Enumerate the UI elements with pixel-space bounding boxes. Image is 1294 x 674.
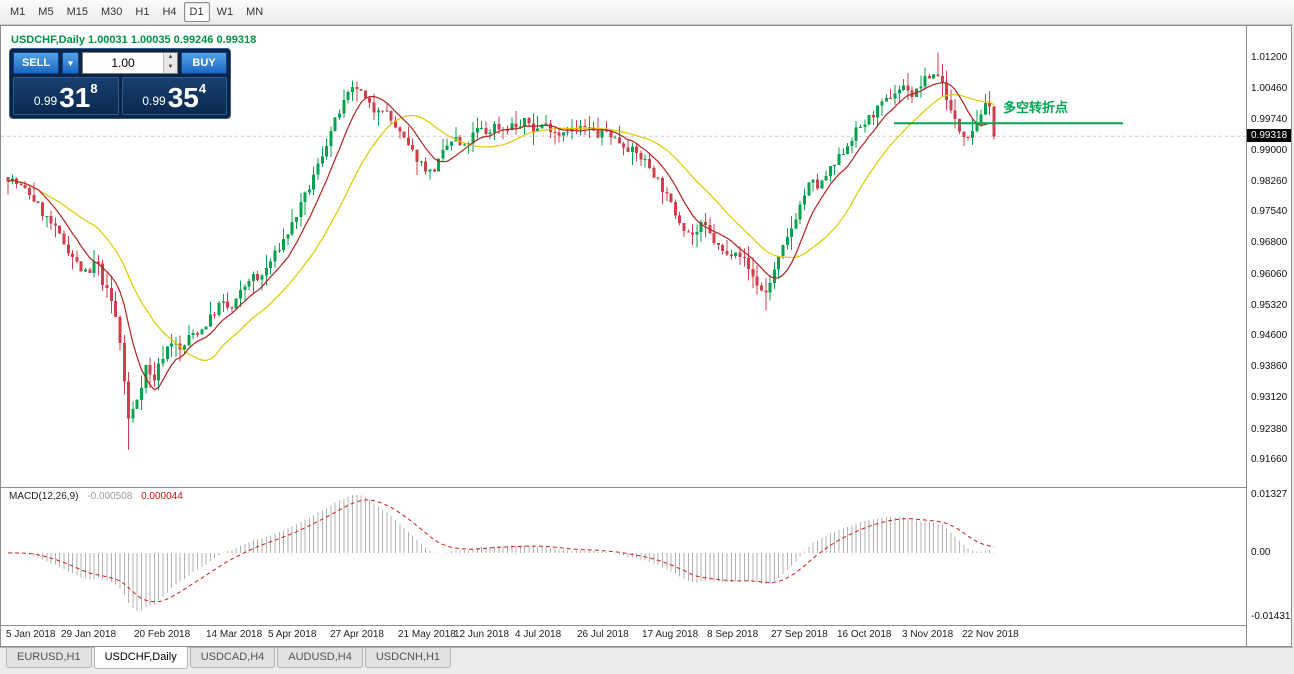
macd-scale-zero: 0.00 [1251,547,1271,558]
timeframe-button-d1[interactable]: D1 [183,2,210,22]
price-scale-label: 0.99000 [1251,145,1288,156]
date-label: 4 Jul 2018 [515,629,562,640]
date-label: 17 Aug 2018 [642,629,699,640]
timeframe-button-h4[interactable]: H4 [156,2,182,22]
date-label: 12 Jun 2018 [454,629,510,640]
price-scale-label: 1.01200 [1251,52,1288,63]
chart-tab-audusd[interactable]: AUDUSD,H4 [277,648,363,668]
price-scale-label: 0.94600 [1251,330,1288,341]
macd-main-value: -0.000508 [87,491,133,502]
price-scale-label: 1.00460 [1251,83,1288,94]
lot-size-field: ▲ ▼ [82,52,178,74]
date-label: 20 Feb 2018 [134,629,191,640]
price-scale[interactable]: 0.99318 1.01200 1.00460 0.99740 0.99000 0.98… [1246,26,1291,646]
price-scale-label: 0.91660 [1251,454,1288,465]
lot-size-input[interactable] [83,53,163,73]
chevron-down-icon: ▾ [68,57,73,68]
price-scale-label: 0.93860 [1251,361,1288,372]
buy-price-base: 0.99 [142,94,166,108]
macd-histogram [11,495,995,611]
trade-panel-price-row: 0.99 31 8 0.99 35 4 [13,77,227,115]
timeframe-button-m5[interactable]: M5 [32,2,59,22]
sell-price-pips: 31 [59,82,91,113]
macd-indicator-header: MACD(12,26,9) -0.000508 0.000044 [9,491,183,502]
chart-tab-bar: EURUSD,H1 USDCHF,Daily USDCAD,H4 AUDUSD,H4 U… [0,647,1294,674]
ma-fast-line [7,81,995,391]
trendline-label[interactable]: 多空转折点 [1003,100,1069,115]
date-label: 27 Apr 2018 [330,629,384,640]
trade-panel-top-row: SELL ▾ ▲ ▼ BUY [13,52,227,74]
chart-window: 5 Jan 2018 29 Jan 2018 20 Feb 2018 14 Mar 2… [0,25,1292,647]
macd-scale-top: 0.01327 [1251,489,1288,500]
price-scale-label: 0.99740 [1251,114,1288,125]
timeframe-button-m1[interactable]: M1 [4,2,31,22]
date-label: 26 Jul 2018 [577,629,629,640]
buy-button[interactable]: BUY [181,52,227,74]
timeframe-button-m15[interactable]: M15 [61,2,94,22]
ma-slow-line [7,93,995,362]
date-label: 14 Mar 2018 [206,629,263,640]
current-price-box: 0.99318 [1247,129,1291,142]
chart-area[interactable]: 5 Jan 2018 29 Jan 2018 20 Feb 2018 14 Mar 2… [1,26,1246,646]
macd-signal-line [7,499,995,603]
panel-splitter[interactable] [1,487,1246,488]
price-scale-label: 0.98260 [1251,176,1288,187]
sell-button[interactable]: SELL [13,52,59,74]
date-label: 5 Jan 2018 [6,629,56,640]
price-scale-label: 0.96060 [1251,269,1288,280]
chart-tab-usdcad[interactable]: USDCAD,H4 [189,648,276,668]
timeframe-toolbar: M1 M5 M15 M30 H1 H4 D1 W1 MN [0,0,1294,25]
price-scale-label: 0.95320 [1251,300,1288,311]
sell-price-base: 0.99 [33,94,58,108]
price-scale-label: 0.97540 [1251,206,1288,217]
date-label: 8 Sep 2018 [707,629,759,640]
timeframe-button-w1[interactable]: W1 [211,2,240,22]
lot-increase-button[interactable]: ▲ [164,53,177,63]
spin-down-icon: ▼ [167,64,174,70]
macd-scale-bottom: -0.01431 [1251,611,1291,622]
price-scale-label: 0.93120 [1251,392,1288,403]
price-scale-label: 0.92380 [1251,424,1288,435]
chart-tab-usdchf[interactable]: USDCHF,Daily [93,647,188,669]
date-label: 5 Apr 2018 [268,629,317,640]
chart-ohlc-header: USDCHF,Daily 1.00031 1.00035 0.99246 0.9… [11,34,257,46]
timeframe-button-m30[interactable]: M30 [95,2,128,22]
spin-up-icon: ▲ [167,54,174,60]
buy-price-pips: 35 [167,82,199,113]
lot-spinner: ▲ ▼ [163,53,177,73]
one-click-trading-panel: SELL ▾ ▲ ▼ BUY 0.99 31 8 [9,48,231,119]
date-label: 27 Sep 2018 [771,629,828,640]
sell-price-sup: 8 [90,81,98,96]
macd-canvas[interactable] [1,488,1246,625]
timeframe-button-mn[interactable]: MN [240,2,269,22]
sell-price-button[interactable]: 0.99 31 8 [13,77,119,115]
date-label: 29 Jan 2018 [61,629,117,640]
time-axis-line [1,625,1246,626]
buy-price-sup: 4 [198,81,207,96]
timeframe-button-h1[interactable]: H1 [129,2,155,22]
time-axis[interactable]: 5 Jan 2018 29 Jan 2018 20 Feb 2018 14 Mar 2… [1,626,1246,646]
trade-options-dropdown[interactable]: ▾ [62,52,79,74]
date-label: 16 Oct 2018 [837,629,892,640]
price-scale-label: 0.96800 [1251,237,1288,248]
buy-price-button[interactable]: 0.99 35 4 [121,77,227,115]
date-label: 22 Nov 2018 [962,629,1019,640]
lot-decrease-button[interactable]: ▼ [164,63,177,73]
date-label: 21 May 2018 [398,629,456,640]
price-chart-canvas[interactable] [1,26,1246,487]
date-label: 3 Nov 2018 [902,629,954,640]
macd-signal-value: 0.000044 [141,491,183,502]
chart-tab-usdcnh[interactable]: USDCNH,H1 [364,648,452,668]
macd-title: MACD(12,26,9) [9,491,79,502]
chart-tab-eurusd[interactable]: EURUSD,H1 [6,648,92,668]
